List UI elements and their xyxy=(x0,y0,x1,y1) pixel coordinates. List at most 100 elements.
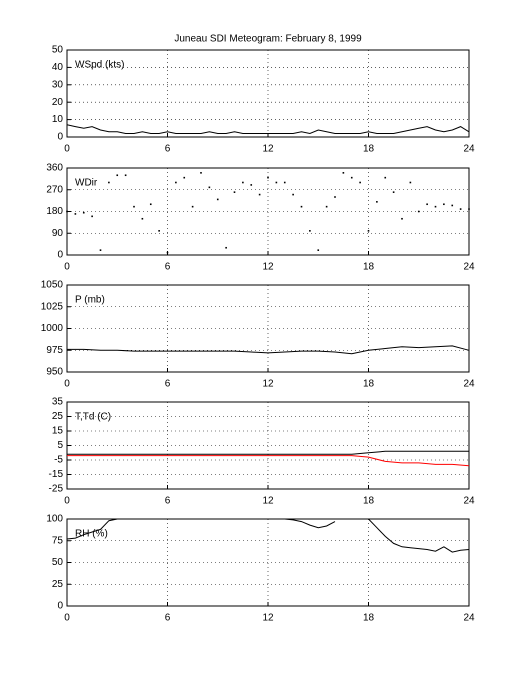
x-tick-label: 0 xyxy=(64,262,70,273)
chart-title: Juneau SDI Meteogram: February 8, 1999 xyxy=(174,34,362,45)
plot-frame xyxy=(66,284,470,373)
x-tick-label: 12 xyxy=(262,613,274,624)
panel-label: WSpd (kts) xyxy=(75,60,124,71)
point xyxy=(175,181,177,184)
x-tick-label: 6 xyxy=(165,613,171,624)
y-tick-label: 5 xyxy=(57,440,63,451)
panel-label: P (mb) xyxy=(75,295,105,306)
x-tick-label: 6 xyxy=(165,496,171,507)
point xyxy=(376,201,378,203)
y-tick-label: 25 xyxy=(52,579,64,590)
line xyxy=(66,124,470,135)
point xyxy=(317,249,320,251)
y-tick-label: 35 xyxy=(52,397,64,408)
y-tick-label: 40 xyxy=(52,62,64,73)
y-tick-label: 0 xyxy=(57,601,63,612)
point xyxy=(334,196,336,198)
point xyxy=(91,215,93,218)
y-tick-label: -5 xyxy=(54,455,63,466)
point xyxy=(116,174,119,177)
point xyxy=(292,193,294,196)
point xyxy=(258,193,261,196)
point xyxy=(225,246,227,249)
point xyxy=(426,203,428,206)
point xyxy=(124,174,127,177)
line xyxy=(67,345,470,355)
x-tick-label: 18 xyxy=(363,144,375,155)
y-tick-label: 25 xyxy=(52,411,64,422)
point xyxy=(367,230,370,232)
point xyxy=(468,208,470,210)
point xyxy=(158,230,160,232)
point xyxy=(392,191,395,193)
point xyxy=(250,184,253,186)
y-tick-label: 1050 xyxy=(41,280,64,291)
point xyxy=(451,204,454,207)
point xyxy=(350,176,353,179)
point xyxy=(191,205,194,208)
x-tick-label: 6 xyxy=(165,262,171,273)
plot-frame xyxy=(66,49,470,138)
y-tick-label: 975 xyxy=(46,345,63,356)
y-tick-label: 15 xyxy=(52,426,64,437)
y-tick-label: 100 xyxy=(46,514,63,525)
point xyxy=(166,251,169,254)
x-tick-label: 12 xyxy=(262,379,274,390)
y-tick-label: 180 xyxy=(46,206,63,217)
x-tick-label: 24 xyxy=(463,496,475,507)
line xyxy=(67,455,470,467)
x-tick-label: 18 xyxy=(363,262,375,273)
y-tick-label: 1000 xyxy=(41,323,64,334)
point xyxy=(208,186,211,189)
plot-frame xyxy=(66,401,470,490)
x-tick-label: 24 xyxy=(463,613,475,624)
y-tick-label: 10 xyxy=(52,114,64,125)
x-tick-label: 12 xyxy=(262,496,274,507)
point xyxy=(434,205,437,208)
point xyxy=(300,205,303,208)
x-tick-label: 12 xyxy=(262,262,274,273)
point xyxy=(267,176,269,179)
point xyxy=(359,181,361,184)
point xyxy=(183,176,186,179)
line xyxy=(67,450,469,455)
point xyxy=(200,172,202,174)
point xyxy=(108,181,110,184)
point xyxy=(216,198,219,201)
point xyxy=(66,210,68,213)
y-tick-label: 950 xyxy=(46,367,63,378)
x-tick-label: 0 xyxy=(64,496,70,507)
point xyxy=(283,181,286,184)
point xyxy=(233,191,236,193)
point xyxy=(133,205,135,208)
x-tick-label: 18 xyxy=(363,496,375,507)
y-tick-label: 75 xyxy=(52,535,64,546)
y-tick-label: 1025 xyxy=(41,301,64,312)
point xyxy=(384,176,387,179)
point xyxy=(342,172,345,174)
y-tick-label: 30 xyxy=(52,79,64,90)
point xyxy=(309,230,311,232)
x-tick-label: 0 xyxy=(64,613,70,624)
y-tick-label: 20 xyxy=(52,97,64,108)
point xyxy=(417,210,420,213)
point xyxy=(74,213,77,215)
x-tick-label: 12 xyxy=(262,144,274,155)
x-tick-label: 18 xyxy=(363,379,375,390)
panel-label: WDir xyxy=(75,178,98,189)
x-tick-label: 0 xyxy=(64,379,70,390)
point xyxy=(99,249,102,251)
point xyxy=(443,203,445,206)
panel-label: T,Td (C) xyxy=(75,412,111,423)
y-tick-label: 50 xyxy=(52,557,64,568)
point xyxy=(149,203,152,206)
x-tick-label: 24 xyxy=(463,144,475,155)
point xyxy=(275,181,278,184)
x-tick-label: 24 xyxy=(463,262,475,273)
point xyxy=(409,181,412,184)
y-tick-label: -25 xyxy=(49,484,64,495)
y-tick-label: 360 xyxy=(46,163,63,174)
panel-label: RH (%) xyxy=(75,529,108,540)
x-tick-label: 6 xyxy=(165,144,171,155)
